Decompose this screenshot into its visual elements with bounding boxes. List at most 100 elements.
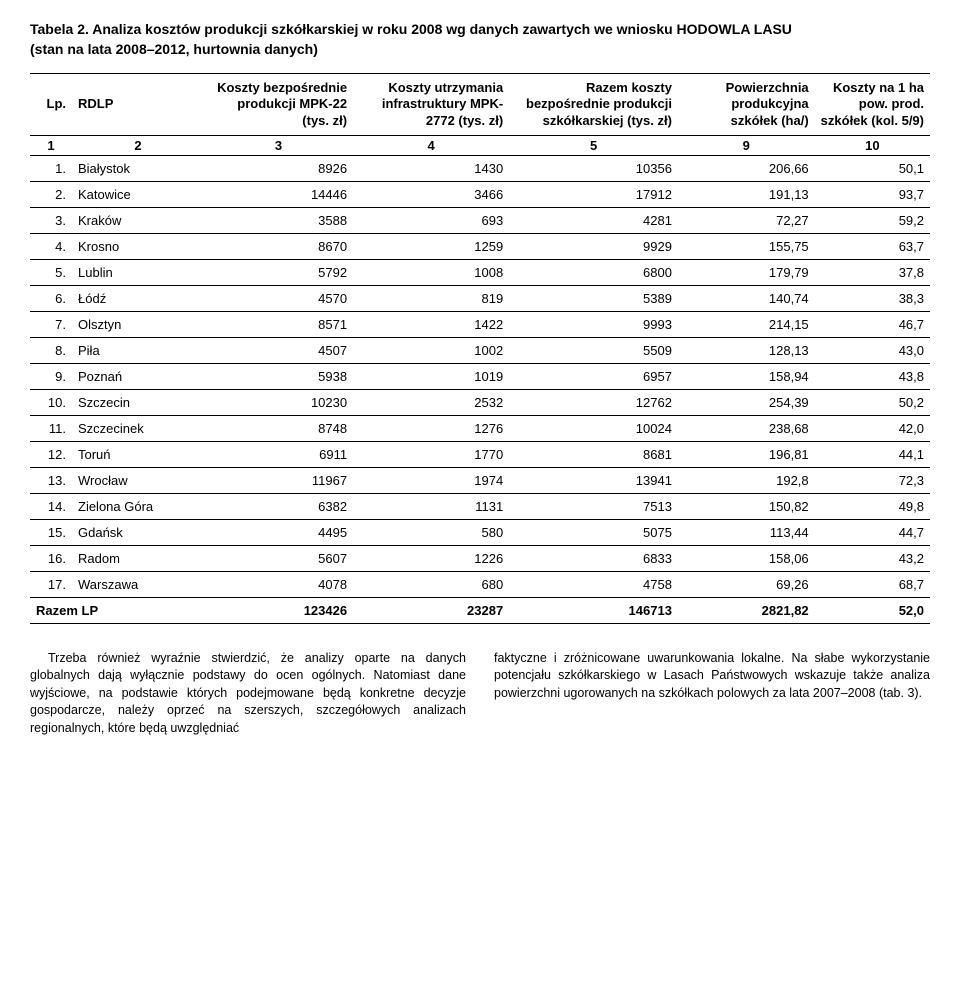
cell-lp: 16. [30,545,72,571]
table-row: 9.Poznań593810196957158,9443,8 [30,363,930,389]
cell-name: Olsztyn [72,311,204,337]
cell-c3: 8926 [204,155,353,181]
table-row: 8.Piła450710025509128,1343,0 [30,337,930,363]
cell-c9: 238,68 [678,415,815,441]
cell-c5: 6833 [509,545,678,571]
cell-lp: 4. [30,233,72,259]
footer-label: Razem LP [30,597,204,623]
cell-c4: 1131 [353,493,509,519]
cell-c9: 254,39 [678,389,815,415]
th-c3: Koszty bezpośrednie produkcji MPK-22 (ty… [204,74,353,136]
cell-c4: 1019 [353,363,509,389]
subhead-cell: 1 [30,135,72,155]
footer-c9: 2821,82 [678,597,815,623]
cell-c10: 50,1 [815,155,930,181]
cell-c9: 72,27 [678,207,815,233]
cell-c4: 3466 [353,181,509,207]
cell-c4: 1276 [353,415,509,441]
cell-c3: 3588 [204,207,353,233]
footer-c10: 52,0 [815,597,930,623]
cell-name: Toruń [72,441,204,467]
cell-lp: 14. [30,493,72,519]
cell-c5: 10356 [509,155,678,181]
cell-c9: 140,74 [678,285,815,311]
table-row: 17.Warszawa4078680475869,2668,7 [30,571,930,597]
table-title: Tabela 2. Analiza kosztów produkcji szkó… [30,20,930,59]
cell-c4: 1770 [353,441,509,467]
cell-c3: 10230 [204,389,353,415]
cell-c4: 1430 [353,155,509,181]
subhead-cell: 10 [815,135,930,155]
cell-c10: 38,3 [815,285,930,311]
cell-lp: 3. [30,207,72,233]
cell-lp: 1. [30,155,72,181]
cell-c10: 44,1 [815,441,930,467]
cell-name: Kraków [72,207,204,233]
cell-name: Piła [72,337,204,363]
cell-name: Zielona Góra [72,493,204,519]
footer-c3: 123426 [204,597,353,623]
cell-lp: 6. [30,285,72,311]
column-number-row: 1 2 3 4 5 9 10 [30,135,930,155]
table-row: 13.Wrocław11967197413941192,872,3 [30,467,930,493]
cell-c10: 43,2 [815,545,930,571]
cell-c3: 14446 [204,181,353,207]
cell-c4: 1226 [353,545,509,571]
cell-lp: 12. [30,441,72,467]
cell-c9: 113,44 [678,519,815,545]
cell-c10: 43,8 [815,363,930,389]
cell-c4: 680 [353,571,509,597]
table-row: 1.Białystok8926143010356206,6650,1 [30,155,930,181]
cell-c4: 819 [353,285,509,311]
cell-c5: 17912 [509,181,678,207]
cell-c3: 11967 [204,467,353,493]
cell-c3: 4570 [204,285,353,311]
th-c9: Powierzchnia produkcyjna szkółek (ha/) [678,74,815,136]
subhead-cell: 2 [72,135,204,155]
cell-lp: 17. [30,571,72,597]
th-rdlp: RDLP [72,74,204,136]
header-row: Lp. RDLP Koszty bezpośrednie produkcji M… [30,74,930,136]
cell-name: Poznań [72,363,204,389]
table-row: 4.Krosno867012599929155,7563,7 [30,233,930,259]
cell-c4: 1259 [353,233,509,259]
cell-c5: 4758 [509,571,678,597]
cell-lp: 2. [30,181,72,207]
cell-c3: 8748 [204,415,353,441]
cell-c10: 46,7 [815,311,930,337]
table-row: 16.Radom560712266833158,0643,2 [30,545,930,571]
cell-name: Wrocław [72,467,204,493]
cell-c3: 8571 [204,311,353,337]
table-row: 14.Zielona Góra638211317513150,8249,8 [30,493,930,519]
cell-c5: 7513 [509,493,678,519]
cell-c5: 6800 [509,259,678,285]
cell-c10: 42,0 [815,415,930,441]
cell-c9: 158,94 [678,363,815,389]
cell-c5: 4281 [509,207,678,233]
cell-c5: 9929 [509,233,678,259]
cell-c4: 1008 [353,259,509,285]
cell-c4: 2532 [353,389,509,415]
table-row: 2.Katowice14446346617912191,1393,7 [30,181,930,207]
cell-c5: 10024 [509,415,678,441]
cell-c9: 191,13 [678,181,815,207]
cell-name: Gdańsk [72,519,204,545]
cell-c4: 693 [353,207,509,233]
cell-lp: 13. [30,467,72,493]
cell-c5: 12762 [509,389,678,415]
table-row: 5.Lublin579210086800179,7937,8 [30,259,930,285]
cell-c5: 9993 [509,311,678,337]
th-c10: Koszty na 1 ha pow. prod. szkółek (kol. … [815,74,930,136]
cell-name: Katowice [72,181,204,207]
subhead-cell: 4 [353,135,509,155]
cell-c10: 63,7 [815,233,930,259]
cell-c4: 1002 [353,337,509,363]
subhead-cell: 9 [678,135,815,155]
cell-name: Szczecin [72,389,204,415]
cell-c10: 44,7 [815,519,930,545]
cell-lp: 10. [30,389,72,415]
cell-c5: 5075 [509,519,678,545]
th-lp: Lp. [30,74,72,136]
paragraph-left: Trzeba również wyraźnie stwierdzić, że a… [30,650,466,738]
cell-name: Łódź [72,285,204,311]
